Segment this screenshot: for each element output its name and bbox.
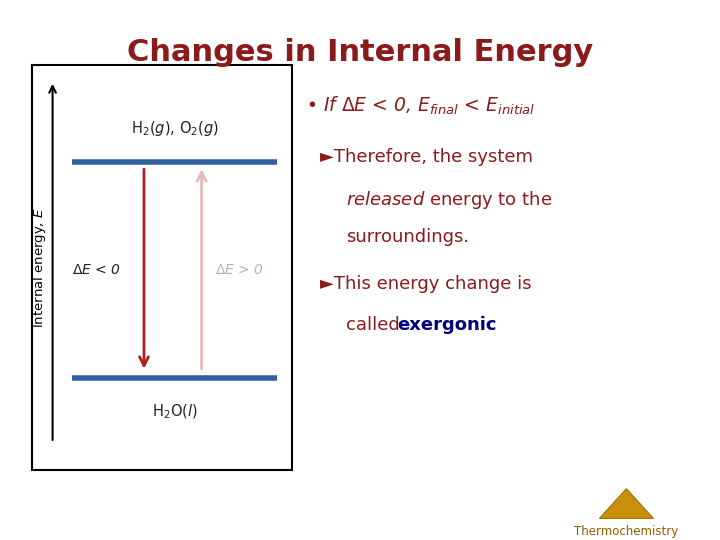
Text: .: . bbox=[474, 316, 480, 334]
Text: Internal energy, $E$: Internal energy, $E$ bbox=[31, 207, 48, 328]
Text: $\Delta E$ < 0: $\Delta E$ < 0 bbox=[72, 263, 121, 277]
Text: exergonic: exergonic bbox=[397, 316, 497, 334]
Text: • If $\Delta E$ < 0, $E_{\mathregular{final}}$ < $E_{\mathregular{initial}}$: • If $\Delta E$ < 0, $E_{\mathregular{fi… bbox=[306, 94, 536, 117]
Text: H$_2$($g$), O$_2$($g$): H$_2$($g$), O$_2$($g$) bbox=[130, 119, 219, 138]
Text: surroundings.: surroundings. bbox=[346, 228, 469, 246]
Bar bbox=[32, 65, 292, 470]
Polygon shape bbox=[599, 489, 654, 518]
Text: $\Delta E$ > 0: $\Delta E$ > 0 bbox=[215, 263, 264, 277]
Text: ►This energy change is: ►This energy change is bbox=[320, 275, 532, 293]
Text: $\it{released}$ energy to the: $\it{released}$ energy to the bbox=[346, 189, 552, 211]
Text: Thermochemistry: Thermochemistry bbox=[575, 525, 678, 538]
Text: called: called bbox=[346, 316, 405, 334]
Text: ►Therefore, the system: ►Therefore, the system bbox=[320, 148, 534, 166]
Text: H$_2$O($l$): H$_2$O($l$) bbox=[152, 402, 197, 421]
Text: Changes in Internal Energy: Changes in Internal Energy bbox=[127, 38, 593, 67]
